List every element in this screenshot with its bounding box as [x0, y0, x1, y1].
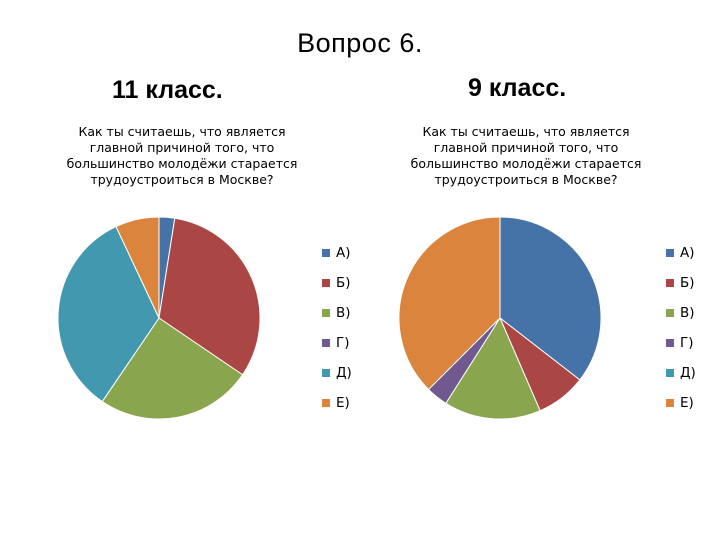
legend-swatch — [322, 279, 330, 287]
legend-label: В) — [680, 305, 695, 321]
legend-label: Б) — [336, 275, 351, 291]
legend-swatch — [666, 369, 674, 377]
legend-label: Г) — [680, 335, 694, 351]
legend-item-11-class-3: Г) — [322, 328, 352, 358]
legend-9-class: А) Б) В) Г) Д) Е) — [666, 238, 696, 418]
legend-label: А) — [336, 245, 351, 261]
pie-slice-11-class-5 — [115, 216, 160, 319]
legend-item-9-class-3: Г) — [666, 328, 696, 358]
legend-label: Д) — [680, 365, 696, 381]
legend-label: Е) — [336, 395, 350, 411]
legend-swatch — [666, 399, 674, 407]
legend-swatch — [322, 399, 330, 407]
legend-item-11-class-4: Д) — [322, 358, 352, 388]
legend-label: Е) — [680, 395, 694, 411]
legend-swatch — [322, 339, 330, 347]
legend-item-11-class-5: Е) — [322, 388, 352, 418]
chart-heading-9-class: 9 класс. — [468, 74, 567, 102]
pie-slice-11-class-1 — [158, 217, 261, 376]
pie-slice-9-class-2 — [445, 316, 541, 420]
legend-swatch — [666, 339, 674, 347]
legend-item-11-class-2: В) — [322, 298, 352, 328]
legend-label: В) — [336, 305, 351, 321]
pie-slice-11-class-2 — [101, 317, 244, 420]
legend-swatch — [666, 249, 674, 257]
legend-item-9-class-1: Б) — [666, 268, 696, 298]
legend-item-9-class-0: А) — [666, 238, 696, 268]
legend-swatch — [666, 279, 674, 287]
legend-item-9-class-4: Д) — [666, 358, 696, 388]
chart-title-11-class: Как ты считаешь, что является главной пр… — [66, 124, 298, 187]
slide-title: Вопрос 6. — [297, 28, 423, 58]
legend-label: Г) — [336, 335, 350, 351]
legend-11-class: А) Б) В) Г) Д) Е) — [322, 238, 352, 418]
pie-slice-9-class-5 — [398, 216, 501, 391]
legend-swatch — [322, 249, 330, 257]
legend-swatch — [322, 309, 330, 317]
pie-slice-9-class-0 — [499, 216, 602, 381]
legend-item-9-class-2: В) — [666, 298, 696, 328]
legend-item-11-class-0: А) — [322, 238, 352, 268]
legend-swatch — [666, 309, 674, 317]
legend-item-11-class-1: Б) — [322, 268, 352, 298]
chart-title-9-class: Как ты считаешь, что является главной пр… — [410, 124, 642, 187]
legend-label: Б) — [680, 275, 695, 291]
legend-item-9-class-5: Е) — [666, 388, 696, 418]
legend-label: Д) — [336, 365, 352, 381]
legend-label: А) — [680, 245, 695, 261]
legend-swatch — [322, 369, 330, 377]
chart-heading-11-class: 11 класс. — [112, 76, 223, 104]
pie-slice-11-class-4 — [57, 225, 160, 403]
